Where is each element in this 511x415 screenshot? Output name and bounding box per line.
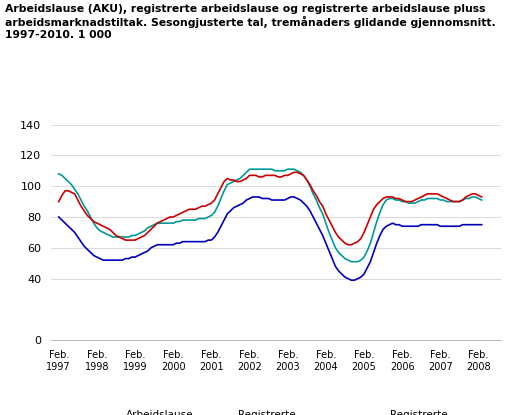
Legend: Arbeidslause
(AKU), Registrerte
arbeidslause + tiltak, Registrerte
arbeidslause: Arbeidslause (AKU), Registrerte arbeidsl… bbox=[91, 406, 461, 415]
Text: Arbeidslause (AKU), registrerte arbeidslause og registrerte arbeidslause pluss
a: Arbeidslause (AKU), registrerte arbeidsl… bbox=[5, 4, 496, 40]
